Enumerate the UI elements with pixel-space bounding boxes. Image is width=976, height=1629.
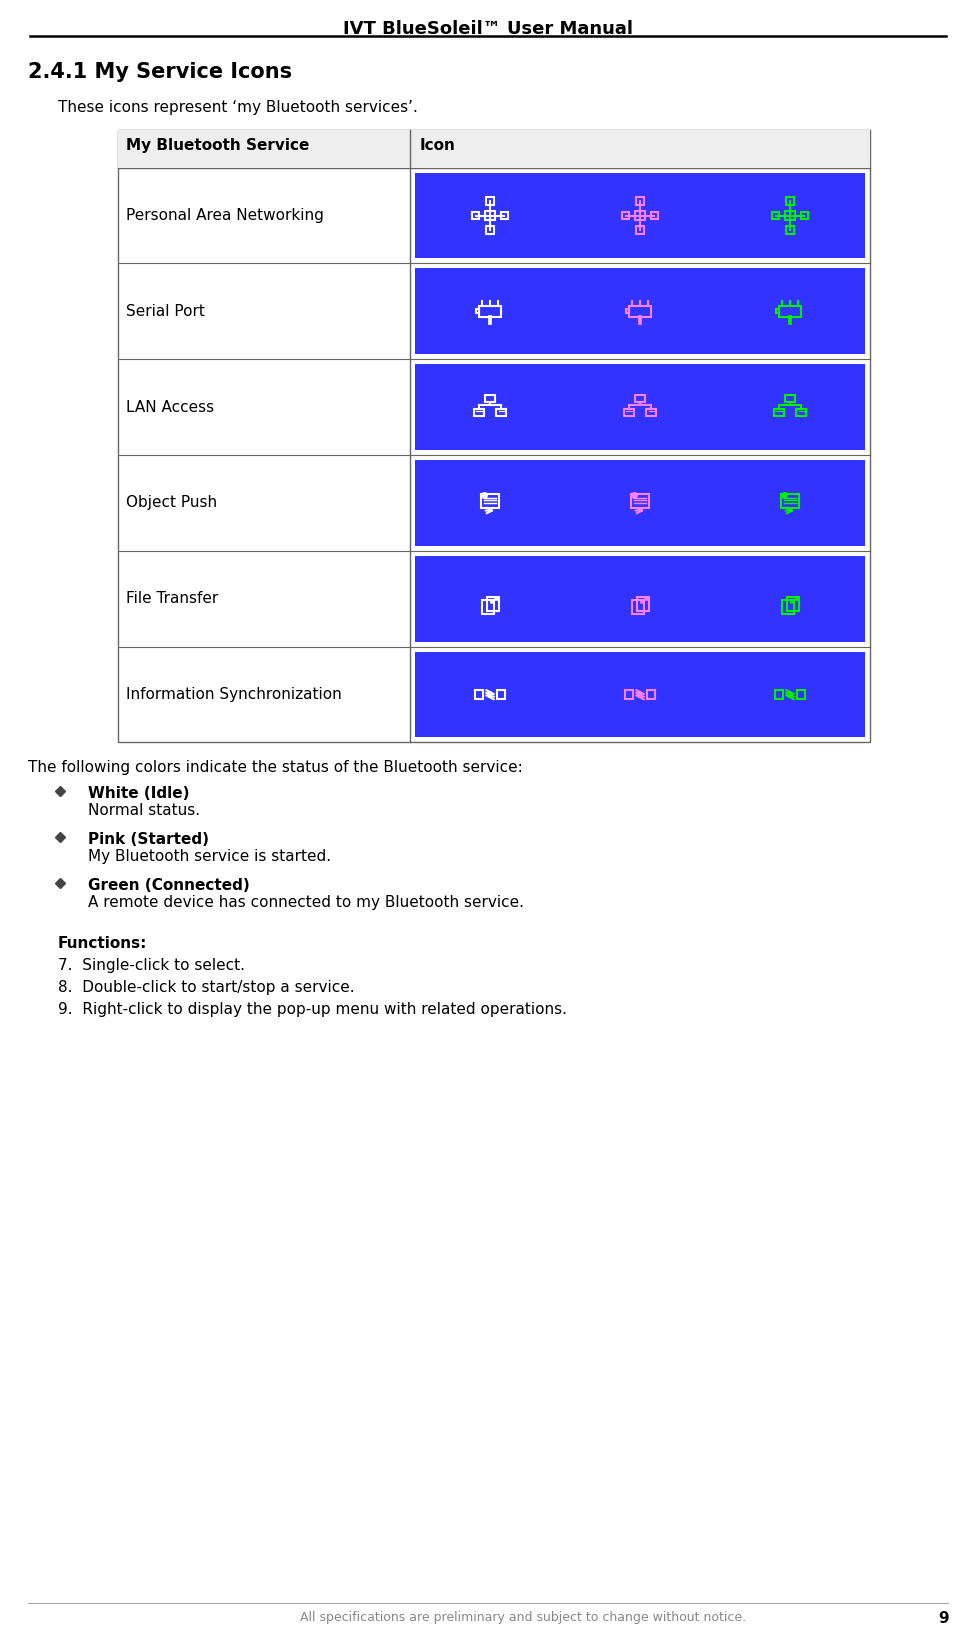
Bar bbox=[651, 212, 658, 220]
Bar bbox=[785, 394, 795, 402]
Bar bbox=[625, 689, 633, 699]
Bar bbox=[631, 495, 649, 508]
Bar bbox=[474, 689, 483, 699]
Bar bbox=[632, 599, 644, 614]
Text: Pink (Started): Pink (Started) bbox=[88, 832, 209, 847]
Bar bbox=[415, 173, 865, 259]
Bar bbox=[471, 212, 479, 220]
Bar bbox=[634, 394, 645, 402]
Text: White (Idle): White (Idle) bbox=[88, 787, 189, 801]
Bar bbox=[474, 409, 484, 417]
Bar bbox=[622, 212, 630, 220]
Bar bbox=[415, 269, 865, 353]
Text: File Transfer: File Transfer bbox=[126, 591, 219, 606]
Text: Personal Area Networking: Personal Area Networking bbox=[126, 209, 324, 223]
Bar bbox=[415, 459, 865, 546]
Text: 2.4.1 My Service Icons: 2.4.1 My Service Icons bbox=[28, 62, 292, 81]
Text: 7.  Single-click to select.: 7. Single-click to select. bbox=[58, 958, 245, 973]
Text: My Bluetooth Service: My Bluetooth Service bbox=[126, 138, 309, 153]
Bar bbox=[482, 599, 494, 614]
Bar bbox=[787, 197, 793, 205]
Bar bbox=[636, 226, 644, 233]
Text: LAN Access: LAN Access bbox=[126, 399, 214, 415]
Bar bbox=[484, 394, 496, 402]
Bar bbox=[501, 212, 508, 220]
Bar bbox=[486, 197, 494, 205]
Bar bbox=[497, 689, 506, 699]
Bar bbox=[485, 210, 495, 220]
Bar bbox=[636, 596, 648, 611]
Bar bbox=[781, 495, 799, 508]
Text: 8.  Double-click to start/stop a service.: 8. Double-click to start/stop a service. bbox=[58, 981, 354, 995]
Text: 9: 9 bbox=[938, 1611, 949, 1626]
Bar bbox=[786, 210, 794, 220]
Bar bbox=[625, 409, 633, 417]
Bar bbox=[787, 226, 793, 233]
Bar bbox=[646, 409, 656, 417]
Bar bbox=[481, 495, 499, 508]
Bar bbox=[415, 652, 865, 738]
Bar bbox=[415, 555, 865, 642]
Text: A remote device has connected to my Bluetooth service.: A remote device has connected to my Blue… bbox=[88, 894, 524, 911]
Bar bbox=[118, 130, 870, 743]
Text: Serial Port: Serial Port bbox=[126, 305, 205, 319]
Bar bbox=[772, 212, 779, 220]
Text: Icon: Icon bbox=[420, 138, 456, 153]
Bar bbox=[118, 130, 870, 168]
Bar bbox=[636, 197, 644, 205]
Bar bbox=[774, 409, 784, 417]
Bar bbox=[629, 306, 651, 318]
Text: Functions:: Functions: bbox=[58, 937, 147, 951]
Bar bbox=[635, 210, 645, 220]
Text: Green (Connected): Green (Connected) bbox=[88, 878, 250, 893]
Text: Object Push: Object Push bbox=[126, 495, 217, 510]
Bar bbox=[776, 310, 779, 313]
Text: These icons represent ‘my Bluetooth services’.: These icons represent ‘my Bluetooth serv… bbox=[58, 99, 418, 114]
Text: Information Synchronization: Information Synchronization bbox=[126, 687, 342, 702]
Bar bbox=[486, 226, 494, 233]
Text: My Bluetooth service is started.: My Bluetooth service is started. bbox=[88, 849, 331, 865]
Bar bbox=[779, 306, 801, 318]
Text: IVT BlueSoleil™ User Manual: IVT BlueSoleil™ User Manual bbox=[343, 20, 633, 37]
Bar bbox=[415, 365, 865, 450]
Bar bbox=[476, 310, 479, 313]
Bar bbox=[783, 599, 794, 614]
Bar bbox=[496, 409, 506, 417]
Bar bbox=[647, 689, 655, 699]
Bar bbox=[800, 212, 808, 220]
Bar bbox=[479, 306, 501, 318]
Bar bbox=[775, 689, 783, 699]
Bar bbox=[787, 596, 798, 611]
Text: The following colors indicate the status of the Bluetooth service:: The following colors indicate the status… bbox=[28, 761, 523, 775]
Text: 9.  Right-click to display the pop-up menu with related operations.: 9. Right-click to display the pop-up men… bbox=[58, 1002, 567, 1016]
Text: Normal status.: Normal status. bbox=[88, 803, 200, 818]
Bar bbox=[796, 689, 805, 699]
Text: All specifications are preliminary and subject to change without notice.: All specifications are preliminary and s… bbox=[300, 1611, 746, 1624]
Bar bbox=[487, 596, 499, 611]
Bar bbox=[796, 409, 806, 417]
Bar bbox=[627, 310, 629, 313]
